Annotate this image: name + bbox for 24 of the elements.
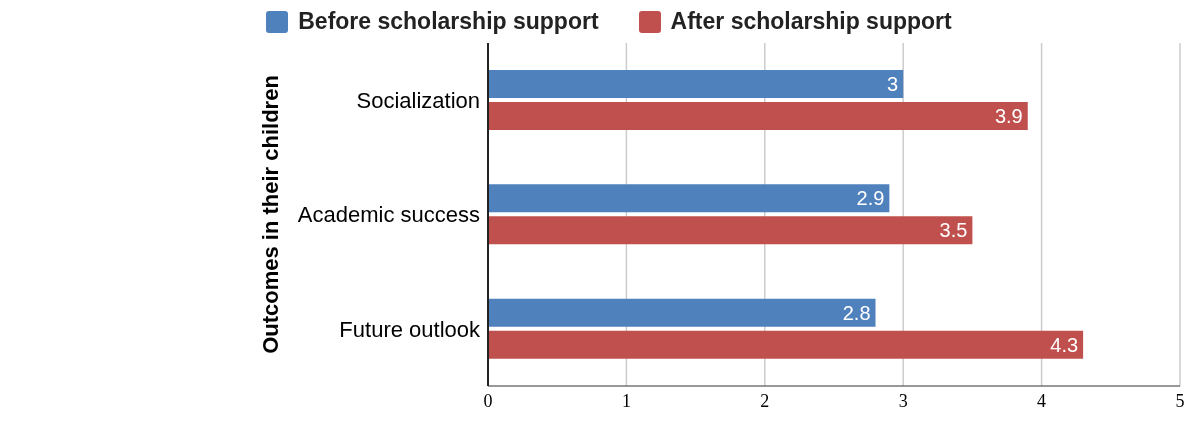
legend-label: Before scholarship support	[298, 8, 599, 35]
y-axis-title: Outcomes in their children	[257, 75, 283, 354]
x-tick-label: 2	[760, 390, 770, 411]
x-tick-label: 1	[621, 390, 631, 411]
legend-label: After scholarship support	[670, 8, 952, 35]
bar	[488, 184, 890, 213]
bar	[488, 102, 1028, 130]
data-label: 3.5	[939, 219, 968, 242]
x-tick-label: 3	[898, 390, 908, 411]
x-tick-label: 0	[483, 390, 493, 411]
y-tick-label: Academic success	[297, 202, 480, 228]
data-label: 3	[887, 73, 899, 96]
bar	[488, 216, 973, 245]
x-tick-label: 5	[1175, 390, 1185, 411]
y-tick-label: Socialization	[356, 87, 480, 113]
data-label: 2.9	[856, 187, 885, 210]
data-label: 3.9	[994, 105, 1023, 128]
bar	[488, 330, 1084, 359]
y-tick-label: Future outlook	[339, 316, 481, 342]
data-label: 4.3	[1050, 333, 1079, 356]
data-label: 2.8	[842, 301, 871, 324]
x-tick-label: 4	[1037, 390, 1047, 411]
bar	[488, 70, 904, 98]
bar	[488, 298, 876, 327]
